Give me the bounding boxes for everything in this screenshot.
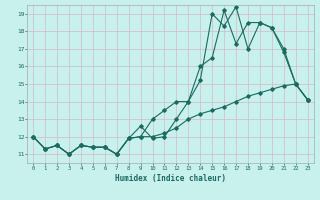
X-axis label: Humidex (Indice chaleur): Humidex (Indice chaleur) [115,174,226,183]
